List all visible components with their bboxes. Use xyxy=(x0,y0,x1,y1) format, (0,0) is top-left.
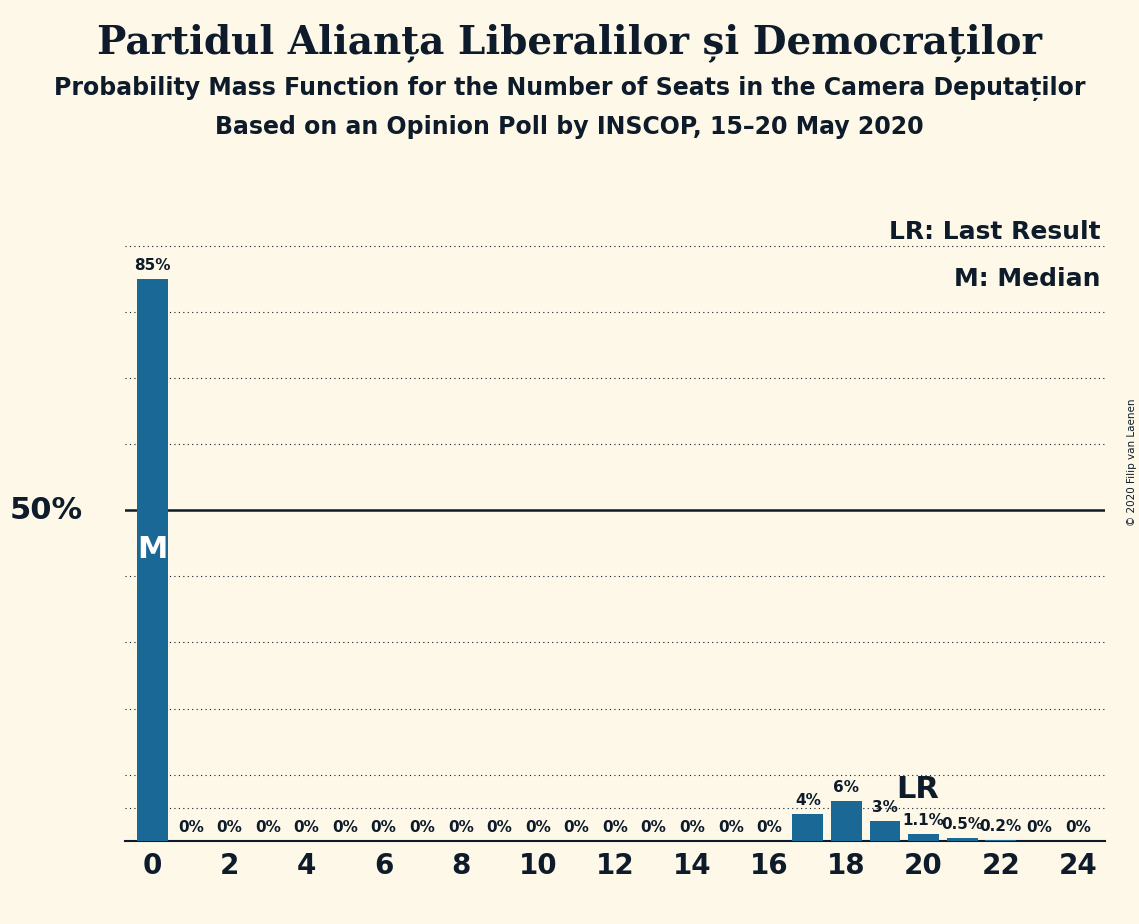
Text: 0%: 0% xyxy=(255,820,281,835)
Bar xyxy=(908,833,939,841)
Text: Partidul Alianța Liberalilor și Democraților: Partidul Alianța Liberalilor și Democraț… xyxy=(97,23,1042,62)
Text: 50%: 50% xyxy=(10,495,83,525)
Text: Probability Mass Function for the Number of Seats in the Camera Deputaților: Probability Mass Function for the Number… xyxy=(54,76,1085,101)
Text: LR: LR xyxy=(896,775,940,805)
Text: 0%: 0% xyxy=(679,820,705,835)
Text: 0%: 0% xyxy=(718,820,744,835)
Text: M: Median: M: Median xyxy=(954,267,1101,291)
Text: 85%: 85% xyxy=(134,258,171,273)
Bar xyxy=(869,821,901,841)
Text: 0%: 0% xyxy=(525,820,551,835)
Text: © 2020 Filip van Laenen: © 2020 Filip van Laenen xyxy=(1126,398,1137,526)
Text: 3%: 3% xyxy=(872,800,898,815)
Bar xyxy=(793,814,823,841)
Text: 0%: 0% xyxy=(486,820,513,835)
Text: 0%: 0% xyxy=(1065,820,1091,835)
Text: 6%: 6% xyxy=(834,780,860,796)
Text: 0%: 0% xyxy=(756,820,782,835)
Text: 0%: 0% xyxy=(564,820,590,835)
Text: LR: Last Result: LR: Last Result xyxy=(890,220,1101,244)
Text: 0%: 0% xyxy=(294,820,319,835)
Text: 0%: 0% xyxy=(333,820,358,835)
Text: 0%: 0% xyxy=(1026,820,1052,835)
Text: 0.5%: 0.5% xyxy=(941,817,983,832)
Bar xyxy=(947,837,977,841)
Text: 0%: 0% xyxy=(448,820,474,835)
Text: 0%: 0% xyxy=(216,820,243,835)
Text: M: M xyxy=(137,535,167,565)
Bar xyxy=(831,801,862,841)
Text: 1.1%: 1.1% xyxy=(902,812,944,828)
Text: 0%: 0% xyxy=(603,820,628,835)
Text: 0.2%: 0.2% xyxy=(980,819,1022,833)
Text: 0%: 0% xyxy=(370,820,396,835)
Text: 4%: 4% xyxy=(795,794,821,808)
Text: 0%: 0% xyxy=(640,820,666,835)
Bar xyxy=(985,840,1016,841)
Text: 0%: 0% xyxy=(178,820,204,835)
Bar xyxy=(137,279,167,841)
Text: 0%: 0% xyxy=(409,820,435,835)
Text: Based on an Opinion Poll by INSCOP, 15–20 May 2020: Based on an Opinion Poll by INSCOP, 15–2… xyxy=(215,115,924,139)
